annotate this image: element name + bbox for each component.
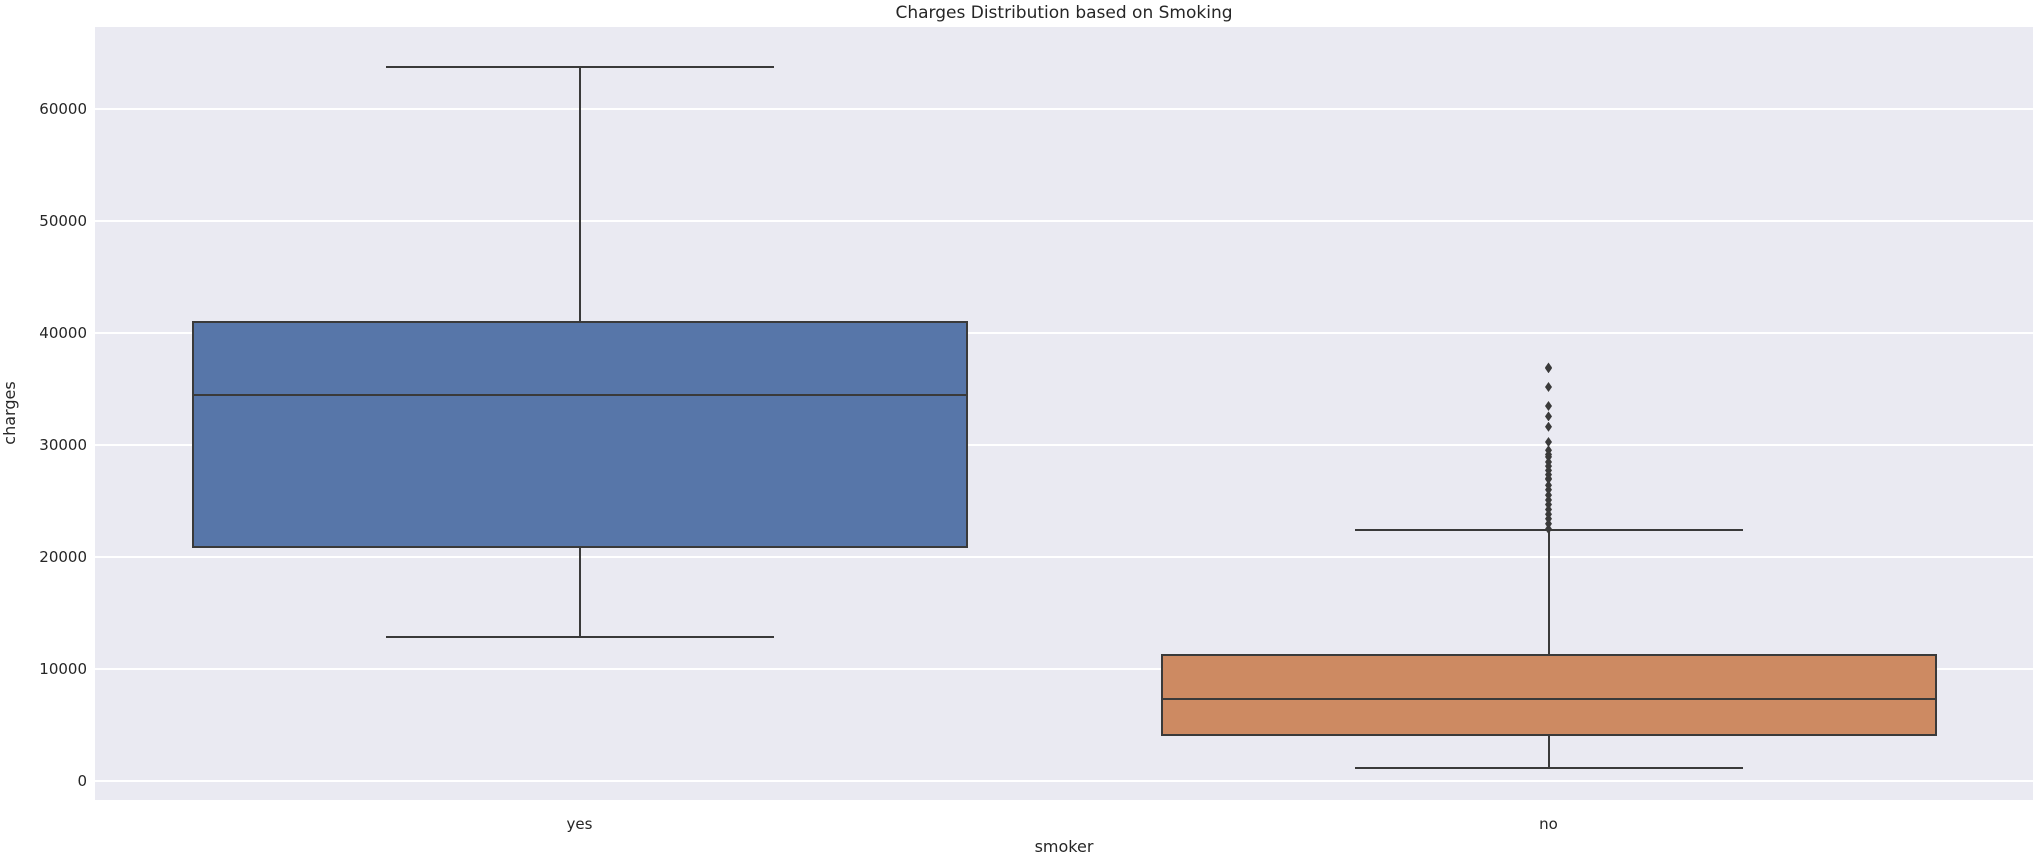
outlier-diamond [1545,362,1552,373]
y-tick-label: 30000 [39,435,87,454]
outlier-diamond [1545,523,1552,534]
x-tick-label: no [1539,815,1558,833]
outlier-diamond [1545,411,1552,422]
outlier-diamond [1545,490,1552,501]
lower-whisker [578,547,581,638]
lower-whisker-cap [1354,767,1743,770]
gridline [95,779,2033,782]
outlier-diamond [1545,400,1552,411]
median-line [1160,697,1937,700]
gridline [95,107,2033,110]
median-line [191,393,968,396]
chart-title: Charges Distribution based on Smoking [895,3,1233,23]
y-tick-label: 20000 [39,547,87,566]
outlier-diamond [1545,445,1552,456]
x-axis-label: smoker [1034,837,1094,856]
y-tick-label: 10000 [39,659,87,678]
lower-whisker [1547,736,1550,769]
y-tick-label: 40000 [39,323,87,342]
outlier-diamond [1545,382,1552,393]
outlier-diamond [1545,436,1552,447]
outlier-diamond [1545,421,1552,432]
gridline [95,667,2033,670]
y-tick-label: 60000 [39,99,87,118]
y-tick-label: 50000 [39,211,87,230]
gridline [95,331,2033,334]
gridline [95,219,2033,222]
gridline [95,555,2033,558]
y-tick-label: 0 [77,771,87,790]
x-tick-label: yes [566,815,593,833]
upper-whisker [1547,530,1550,654]
y-axis-label: charges [0,381,19,445]
outlier-diamond [1545,457,1552,468]
iqr-box [191,321,968,548]
upper-whisker [578,66,581,322]
plot-area [95,27,2033,800]
lower-whisker-cap [385,636,774,639]
iqr-box [1160,653,1937,737]
upper-whisker-cap [385,65,774,68]
gridline [95,443,2033,446]
outlier-diamond [1545,480,1552,491]
